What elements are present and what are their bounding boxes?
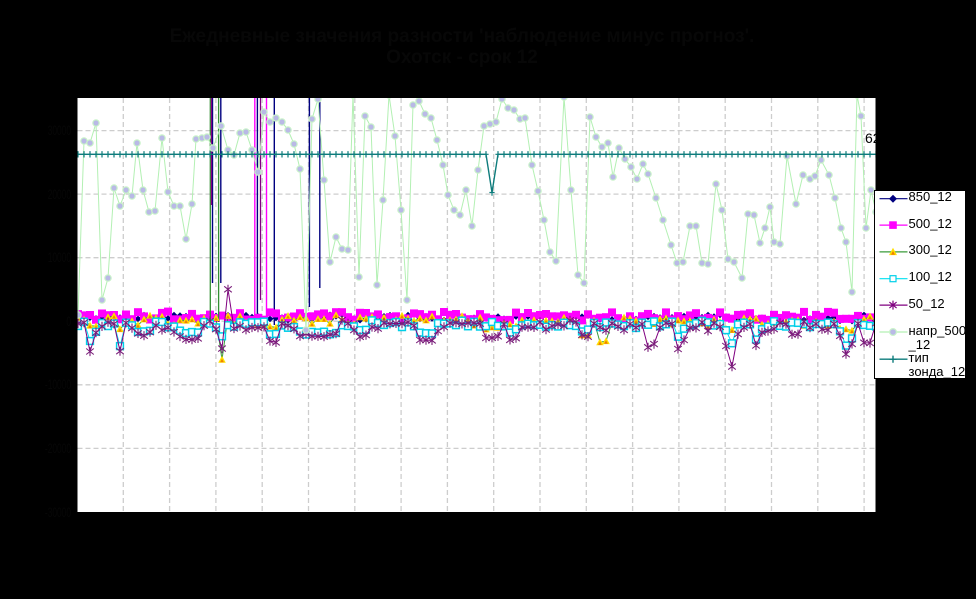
svg-text:62: 62: [865, 130, 881, 146]
